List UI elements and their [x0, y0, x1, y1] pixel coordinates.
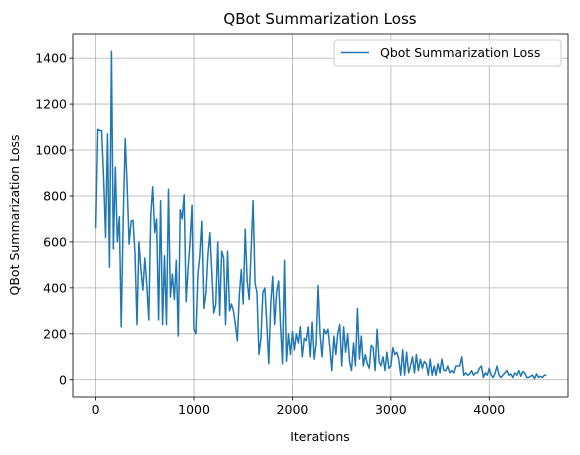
x-tick-label-1000: 1000: [178, 402, 210, 417]
plot-area: [72, 33, 569, 398]
y-tick-label-800: 800: [43, 188, 67, 203]
chart-title: QBot Summarization Loss: [223, 10, 416, 28]
x-tick-label-3000: 3000: [375, 402, 407, 417]
x-axis-label: Iterations: [290, 429, 350, 444]
legend: Qbot Summarization Loss: [333, 39, 562, 67]
y-tick-label-200: 200: [43, 326, 67, 341]
x-tick-label-0: 0: [92, 402, 100, 417]
y-tick-label-400: 400: [43, 280, 67, 295]
series-layer: [94, 50, 547, 380]
x-tick-label-2000: 2000: [277, 402, 309, 417]
axis-ticks: 0 1000 2000 3000 4000 0 200 400 600 800 1000 1200 14…: [35, 51, 505, 417]
y-tick-label-600: 600: [43, 234, 67, 249]
y-tick-label-0: 0: [59, 372, 67, 387]
y-tick-label-1200: 1200: [35, 97, 67, 112]
y-axis-label: QBot Summarization Loss: [7, 135, 22, 296]
legend-box: [333, 39, 562, 67]
x-tick-label-4000: 4000: [473, 402, 505, 417]
series-line-0: [94, 50, 547, 380]
y-tick-label-1000: 1000: [35, 143, 67, 158]
y-tick-label-1400: 1400: [35, 51, 67, 66]
legend-label: Qbot Summarization Loss: [380, 45, 540, 60]
